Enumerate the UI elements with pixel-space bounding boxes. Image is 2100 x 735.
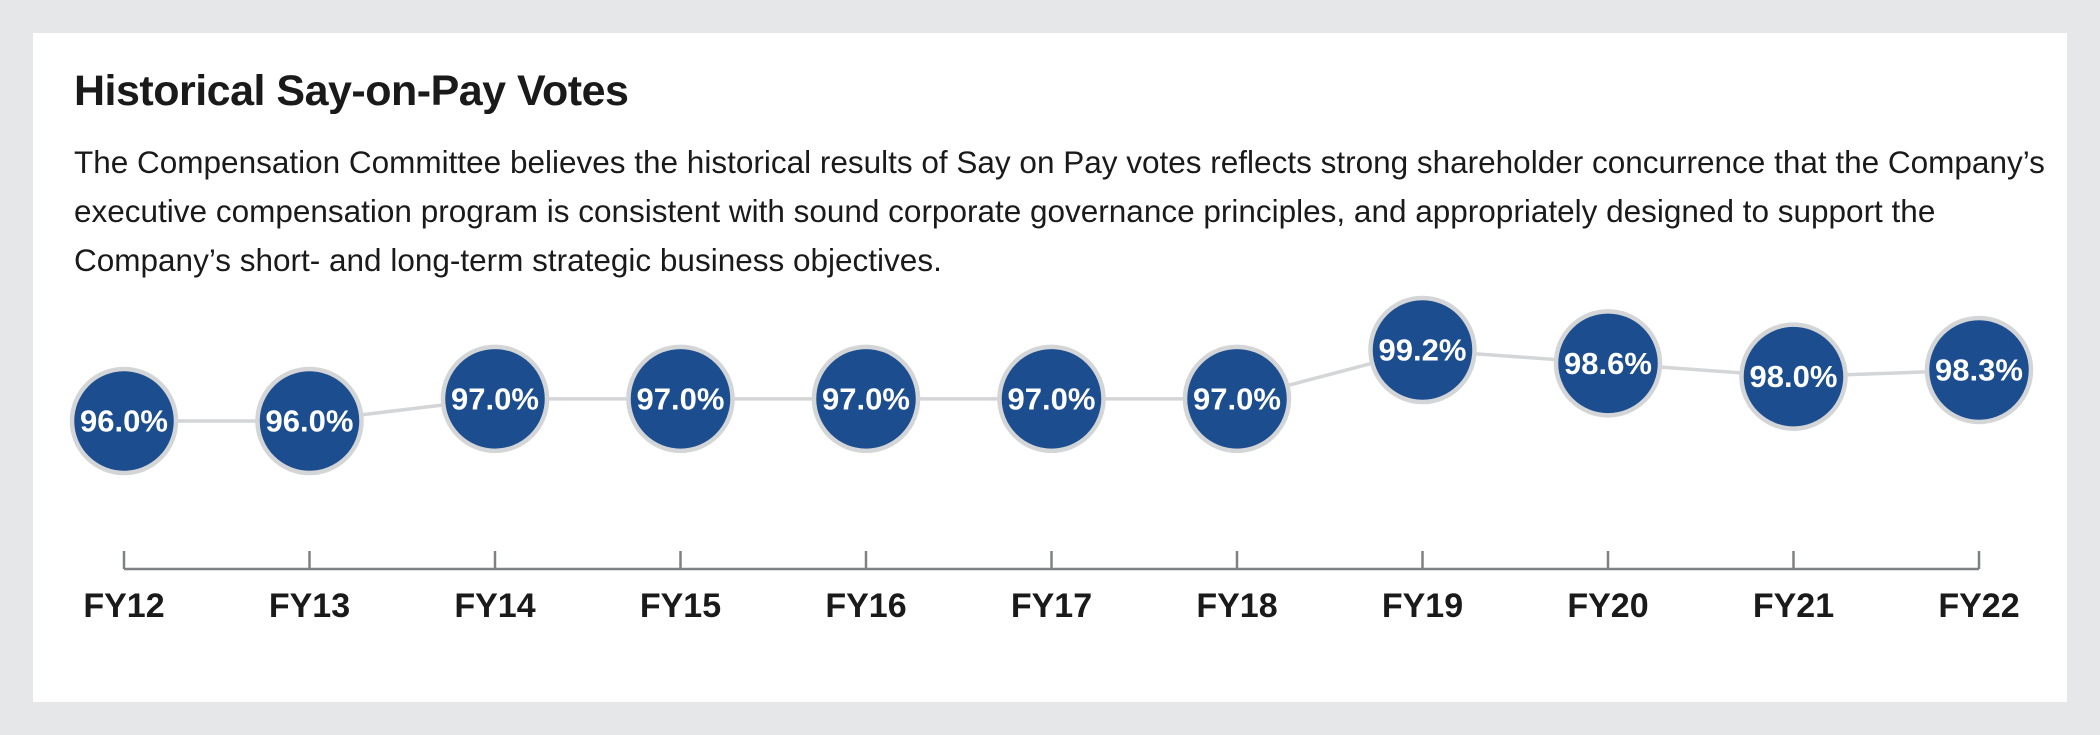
data-label: 97.0%	[451, 381, 539, 416]
x-axis-label: FY12	[83, 587, 164, 625]
x-axis-label: FY18	[1196, 587, 1277, 625]
x-axis-label: FY19	[1382, 587, 1463, 625]
data-point-bubble	[1368, 295, 1477, 405]
data-label: 97.0%	[822, 381, 910, 416]
x-axis-label: FY16	[825, 587, 906, 625]
data-label: 97.0%	[1193, 381, 1281, 416]
data-label: 97.0%	[1008, 381, 1096, 416]
data-point-bubble	[997, 344, 1106, 454]
data-point-bubble	[255, 366, 364, 476]
chart-title: Historical Say-on-Pay Votes	[74, 67, 629, 115]
data-point-bubble	[1553, 309, 1663, 418]
x-axis-label: FY22	[1938, 587, 2019, 625]
data-label: 96.0%	[266, 404, 354, 439]
x-axis-label: FY17	[1011, 587, 1092, 625]
chart-card: Historical Say-on-Pay Votes The Compensa…	[33, 33, 2067, 702]
data-label: 98.0%	[1750, 359, 1838, 394]
data-point-bubble	[1739, 322, 1848, 431]
data-point-bubble	[811, 344, 921, 454]
data-point-bubble	[69, 366, 179, 476]
x-axis-label: FY15	[640, 587, 721, 625]
data-label: 98.3%	[1935, 352, 2023, 387]
x-axis-label: FY21	[1753, 587, 1834, 625]
data-label: 99.2%	[1379, 333, 1467, 368]
data-point-bubble	[1182, 344, 1292, 454]
data-label: 96.0%	[80, 404, 168, 439]
x-axis-label: FY14	[454, 587, 535, 625]
data-point-bubble	[626, 344, 735, 454]
data-point-bubble	[1924, 315, 2034, 425]
data-point-bubble	[440, 344, 550, 454]
chart-description: The Compensation Committee believes the …	[74, 144, 2045, 278]
x-axis-label: FY20	[1567, 587, 1648, 625]
data-label: 97.0%	[637, 381, 725, 416]
x-axis-label: FY13	[269, 587, 350, 625]
data-label: 98.6%	[1564, 346, 1652, 381]
